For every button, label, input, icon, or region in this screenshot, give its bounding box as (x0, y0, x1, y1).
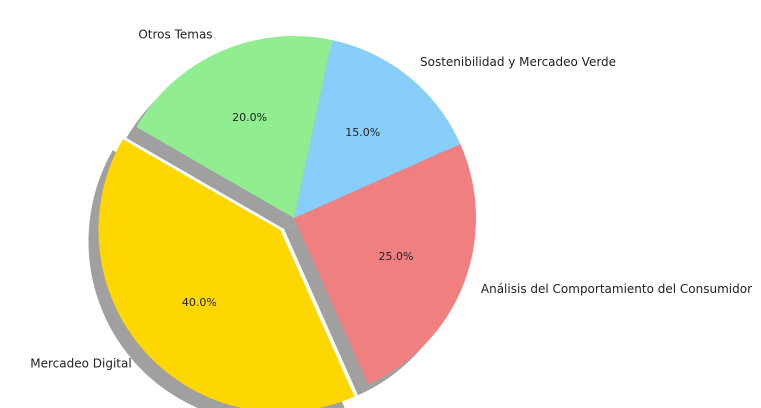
pct-label-otros-temas: 20.0% (232, 111, 267, 124)
pct-label-analisis-del-comportamiento-del-consumidor: 25.0% (378, 250, 413, 263)
slice-label-otros-temas: Otros Temas (138, 28, 212, 42)
slice-label-analisis-del-comportamiento-del-consumidor: Análisis del Comportamiento del Consumid… (481, 282, 752, 296)
pie-slice-sostenibilidad-y-mercadeo-verde (294, 39, 461, 218)
pie-slice-otros-temas (136, 36, 332, 218)
pie-slice-mercadeo-digital (98, 139, 355, 408)
pct-label-sostenibilidad-y-mercadeo-verde: 15.0% (345, 126, 380, 139)
pie-slice-analisis-del-comportamiento-del-consumidor (294, 143, 476, 385)
pct-label-mercadeo-digital: 40.0% (182, 296, 217, 309)
slice-label-mercadeo-digital: Mercadeo Digital (30, 357, 131, 371)
slice-label-sostenibilidad-y-mercadeo-verde: Sostenibilidad y Mercadeo Verde (420, 55, 616, 69)
